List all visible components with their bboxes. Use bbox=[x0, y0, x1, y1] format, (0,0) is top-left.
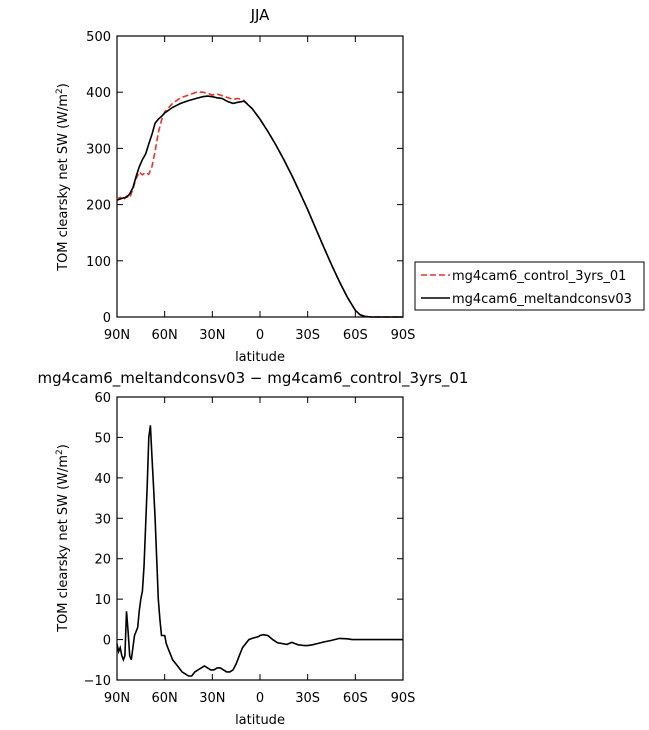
y-tick-label: 20 bbox=[94, 553, 111, 568]
x-tick-label: 60S bbox=[343, 328, 368, 343]
bottom-x-ticks: 90N 60N 30N 0 30S 60S 90S bbox=[104, 397, 416, 706]
y-tick-label: 60 bbox=[94, 391, 111, 406]
y-tick-label: 10 bbox=[94, 593, 111, 608]
y-tick-label: 200 bbox=[86, 199, 111, 214]
bottom-y-label-sup: 2 bbox=[55, 449, 65, 455]
x-tick-label: 0 bbox=[256, 691, 264, 706]
top-plot-frame bbox=[116, 35, 404, 318]
x-tick-label: 30N bbox=[199, 328, 225, 343]
top-x-ticks: 90N 60N 30N 0 30S 60S 90S bbox=[104, 36, 416, 343]
y-tick-label: 400 bbox=[86, 86, 111, 101]
legend-label-control: mg4cam6_control_3yrs_01 bbox=[452, 269, 626, 284]
bottom-chart-title: mg4cam6_meltandconsv03 − mg4cam6_control… bbox=[38, 369, 469, 388]
y-tick-label: 300 bbox=[86, 142, 111, 157]
top-x-axis-label: latitude bbox=[235, 350, 285, 365]
bottom-series-lines bbox=[116, 425, 403, 677]
x-tick-label: 90N bbox=[104, 328, 130, 343]
top-y-ticks: 0 100 200 300 400 500 bbox=[86, 30, 403, 326]
series-line-mg4cam6_meltandconsv03 bbox=[116, 95, 403, 318]
bottom-x-axis-label: latitude bbox=[235, 713, 285, 728]
x-tick-label: 90N bbox=[104, 691, 130, 706]
series-line-difference bbox=[116, 425, 403, 677]
legend: mg4cam6_control_3yrs_01 mg4cam6_meltandc… bbox=[414, 261, 645, 311]
legend-label-meltandconsv: mg4cam6_meltandconsv03 bbox=[452, 292, 632, 307]
top-y-label-main: TOM clearsky net SW (W/m bbox=[56, 94, 71, 272]
bottom-y-axis-label: TOM clearsky net SW (W/m2) bbox=[55, 444, 71, 633]
y-tick-label: 0 bbox=[103, 311, 111, 326]
top-series-lines bbox=[116, 91, 403, 318]
x-tick-label: 90S bbox=[391, 328, 416, 343]
bottom-y-label-end: ) bbox=[56, 444, 71, 449]
y-tick-label: −10 bbox=[84, 674, 111, 689]
x-tick-label: 60N bbox=[152, 328, 178, 343]
x-tick-label: 60S bbox=[343, 691, 368, 706]
top-panel: JJA 0 100 200 300 400 500 90N 60N 30N 0 30S 60S 90S… bbox=[55, 6, 645, 365]
top-y-label-end: ) bbox=[56, 83, 71, 88]
x-tick-label: 30S bbox=[295, 691, 320, 706]
top-y-label-sup: 2 bbox=[55, 88, 65, 94]
bottom-y-ticks: −10 0 10 20 30 40 50 60 bbox=[84, 391, 403, 689]
series-line-mg4cam6_control_3yrs_01 bbox=[116, 91, 403, 318]
y-tick-label: 40 bbox=[94, 472, 111, 487]
top-chart-title: JJA bbox=[250, 6, 271, 24]
x-tick-label: 30N bbox=[199, 691, 225, 706]
x-tick-label: 30S bbox=[295, 328, 320, 343]
x-tick-label: 60N bbox=[152, 691, 178, 706]
x-tick-label: 90S bbox=[391, 691, 416, 706]
top-y-axis-label: TOM clearsky net SW (W/m2) bbox=[55, 83, 71, 272]
y-tick-label: 100 bbox=[86, 255, 111, 270]
bottom-y-label-main: TOM clearsky net SW (W/m bbox=[56, 455, 71, 633]
y-tick-label: 50 bbox=[94, 431, 111, 446]
y-tick-label: 0 bbox=[103, 634, 111, 649]
bottom-panel: mg4cam6_meltandconsv03 − mg4cam6_control… bbox=[38, 369, 469, 728]
legend-box bbox=[414, 261, 645, 311]
y-tick-label: 500 bbox=[86, 30, 111, 45]
y-tick-label: 30 bbox=[94, 512, 111, 527]
x-tick-label: 0 bbox=[256, 328, 264, 343]
bottom-plot-frame bbox=[116, 396, 404, 681]
